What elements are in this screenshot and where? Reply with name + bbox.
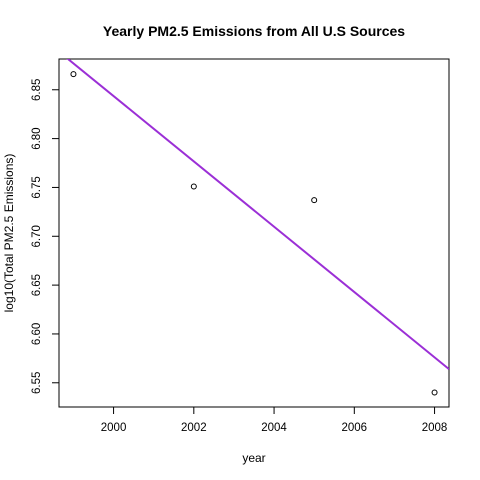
x-axis-label: year xyxy=(242,451,265,465)
y-tick-label: 6.70 xyxy=(31,225,43,247)
x-tick-label: 2006 xyxy=(342,422,368,434)
plot-frame xyxy=(58,58,450,408)
x-axis: 2000 2002 2004 2006 2008 xyxy=(101,407,448,434)
x-tick-label: 2008 xyxy=(422,422,448,434)
y-tick-label: 6.75 xyxy=(31,176,43,198)
data-point xyxy=(70,71,77,78)
data-point xyxy=(431,389,438,396)
data-point xyxy=(190,183,197,190)
chart-title: Yearly PM2.5 Emissions from All U.S Sour… xyxy=(103,23,405,39)
y-tick-label: 6.60 xyxy=(31,323,43,345)
y-tick-label: 6.80 xyxy=(31,127,43,149)
x-tick-label: 2000 xyxy=(101,422,127,434)
y-tick-label: 6.85 xyxy=(31,79,43,101)
y-axis-label: log10(Total PM2.5 Emissions) xyxy=(2,154,16,313)
x-tick-label: 2002 xyxy=(181,422,207,434)
x-tick-label: 2004 xyxy=(261,422,287,434)
regression-line xyxy=(66,59,449,370)
y-tick-label: 6.55 xyxy=(31,372,43,394)
y-axis: 6.55 6.60 6.65 6.70 6.75 6.80 6.85 xyxy=(31,79,59,394)
data-point xyxy=(311,197,318,204)
data-points xyxy=(70,71,438,396)
y-tick-label: 6.65 xyxy=(31,274,43,296)
